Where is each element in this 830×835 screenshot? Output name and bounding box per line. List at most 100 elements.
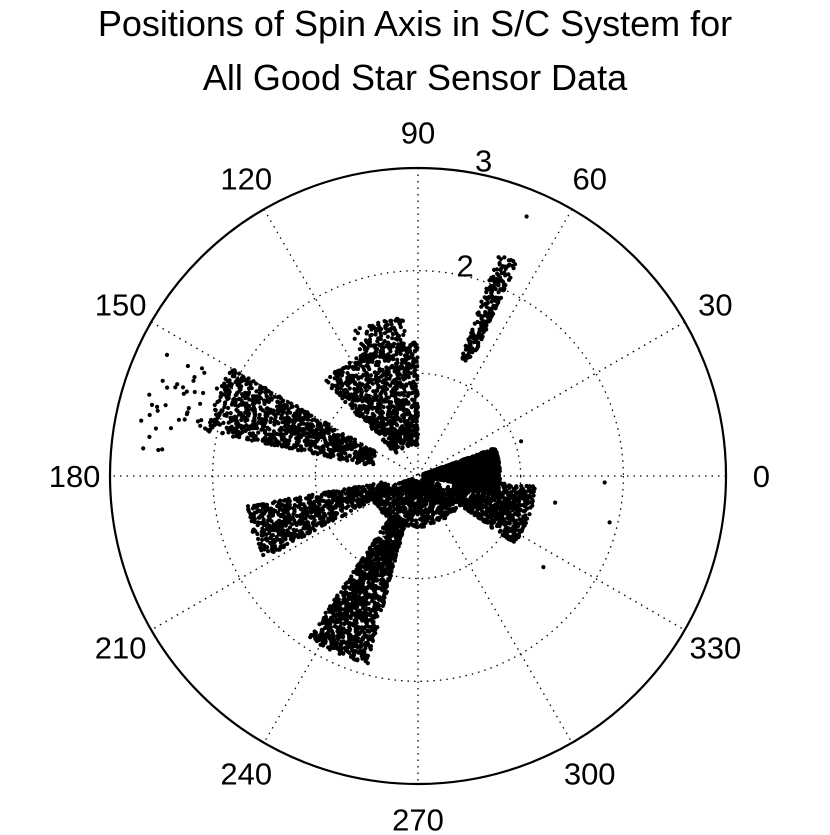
data-point-4043 bbox=[322, 451, 327, 456]
data-point-4660 bbox=[264, 536, 269, 541]
data-point-2573 bbox=[354, 356, 359, 361]
data-point-2911 bbox=[387, 376, 392, 381]
data-point-3031 bbox=[405, 411, 411, 416]
data-point-2945 bbox=[413, 372, 418, 377]
data-point-4331 bbox=[265, 549, 271, 554]
data-point-2912 bbox=[333, 383, 338, 388]
data-point-3381 bbox=[492, 279, 497, 284]
data-point-2898 bbox=[382, 388, 388, 393]
data-point-2148 bbox=[470, 468, 475, 473]
data-point-4919 bbox=[282, 536, 287, 541]
data-point-3088 bbox=[385, 412, 391, 417]
data-point-1999 bbox=[492, 455, 497, 460]
data-point-2147 bbox=[432, 469, 438, 474]
data-point-4841 bbox=[292, 509, 297, 514]
data-point-3029 bbox=[363, 373, 368, 378]
data-point-2729 bbox=[376, 375, 381, 381]
data-point-4823 bbox=[291, 505, 296, 511]
data-point-4201 bbox=[215, 420, 220, 425]
data-point-2145 bbox=[478, 472, 484, 477]
data-point-4923 bbox=[255, 520, 261, 525]
data-point-2175 bbox=[451, 475, 456, 480]
data-point-4263 bbox=[239, 417, 244, 423]
data-point-2947 bbox=[357, 375, 362, 380]
data-point-4111 bbox=[345, 446, 350, 452]
data-point-3849 bbox=[259, 427, 264, 432]
data-point-2869 bbox=[370, 411, 375, 416]
data-point-4316 bbox=[227, 427, 232, 432]
data-point-3997 bbox=[229, 382, 234, 387]
data-point-2996 bbox=[414, 406, 419, 411]
data-point-2849 bbox=[380, 379, 385, 385]
data-point-3071 bbox=[345, 378, 350, 383]
data-point-3995 bbox=[294, 431, 299, 436]
data-point-2906 bbox=[364, 415, 369, 420]
data-point-3073 bbox=[404, 349, 409, 354]
data-point-4075 bbox=[254, 389, 259, 394]
data-point-3035 bbox=[412, 440, 418, 446]
data-point-3415 bbox=[483, 310, 488, 315]
data-point-3421 bbox=[483, 295, 488, 300]
data-point-4186 bbox=[263, 418, 268, 423]
data-point-2946 bbox=[345, 389, 350, 395]
data-point-4112 bbox=[234, 407, 239, 413]
data-point-2944 bbox=[348, 402, 353, 407]
data-point-4786 bbox=[258, 509, 263, 514]
chart-title-line-2: All Good Star Sensor Data bbox=[202, 57, 628, 98]
data-point-4065 bbox=[353, 449, 358, 454]
data-point-3053 bbox=[415, 426, 420, 431]
data-point-3363 bbox=[506, 263, 511, 268]
data-point-4147 bbox=[371, 462, 376, 467]
data-point-4309 bbox=[311, 424, 316, 429]
data-point-4041 bbox=[310, 434, 315, 439]
data-point-2864 bbox=[402, 389, 407, 394]
data-point-3081 bbox=[348, 395, 353, 400]
data-point-4247 bbox=[239, 376, 244, 381]
data-point-4242 bbox=[253, 400, 258, 405]
data-point-3157 bbox=[393, 328, 398, 333]
data-point-3214 bbox=[369, 332, 374, 337]
data-point-4073 bbox=[304, 436, 309, 441]
data-point-2901 bbox=[378, 391, 383, 396]
data-point-4947 bbox=[287, 499, 292, 504]
data-point-4286 bbox=[275, 404, 280, 409]
data-point-4909 bbox=[326, 516, 331, 521]
data-point-4132 bbox=[318, 450, 323, 455]
data-point-4329 bbox=[268, 407, 273, 412]
data-point-4084 bbox=[211, 419, 216, 424]
data-point-3425 bbox=[482, 326, 487, 332]
data-point-3978 bbox=[296, 407, 301, 412]
data-point-4312 bbox=[252, 394, 257, 399]
data-point-2764 bbox=[393, 397, 399, 402]
data-point-3837 bbox=[246, 390, 252, 395]
data-point-2919 bbox=[338, 386, 343, 391]
data-point-4021 bbox=[299, 445, 304, 450]
data-point-2980 bbox=[407, 345, 412, 350]
data-point-4197 bbox=[295, 442, 300, 447]
data-point-1976 bbox=[485, 464, 490, 469]
data-point-3174 bbox=[400, 318, 405, 323]
data-point-2961 bbox=[411, 379, 416, 384]
data-point-2978 bbox=[400, 445, 405, 450]
data-point-2962 bbox=[374, 360, 379, 365]
data-point-4056 bbox=[308, 443, 313, 449]
data-point-4815 bbox=[356, 503, 361, 508]
data-point-2907 bbox=[373, 392, 378, 397]
data-point-4971 bbox=[264, 502, 270, 507]
data-point-3867 bbox=[268, 392, 274, 397]
data-point-2385 bbox=[329, 386, 334, 391]
data-point-4381 bbox=[261, 552, 266, 558]
data-point-4240 bbox=[234, 428, 239, 434]
data-point-4128 bbox=[258, 396, 263, 401]
data-point-4142 bbox=[226, 405, 231, 411]
data-point-4962 bbox=[333, 505, 338, 510]
data-point-3019 bbox=[388, 421, 393, 426]
data-point-3055 bbox=[405, 353, 410, 358]
data-point-4614 bbox=[302, 533, 307, 538]
data-point-4301 bbox=[265, 441, 270, 446]
data-point-2926 bbox=[394, 423, 400, 428]
data-point-3340 bbox=[475, 344, 480, 349]
data-point-4290 bbox=[328, 434, 333, 440]
data-point-2819 bbox=[401, 377, 406, 382]
